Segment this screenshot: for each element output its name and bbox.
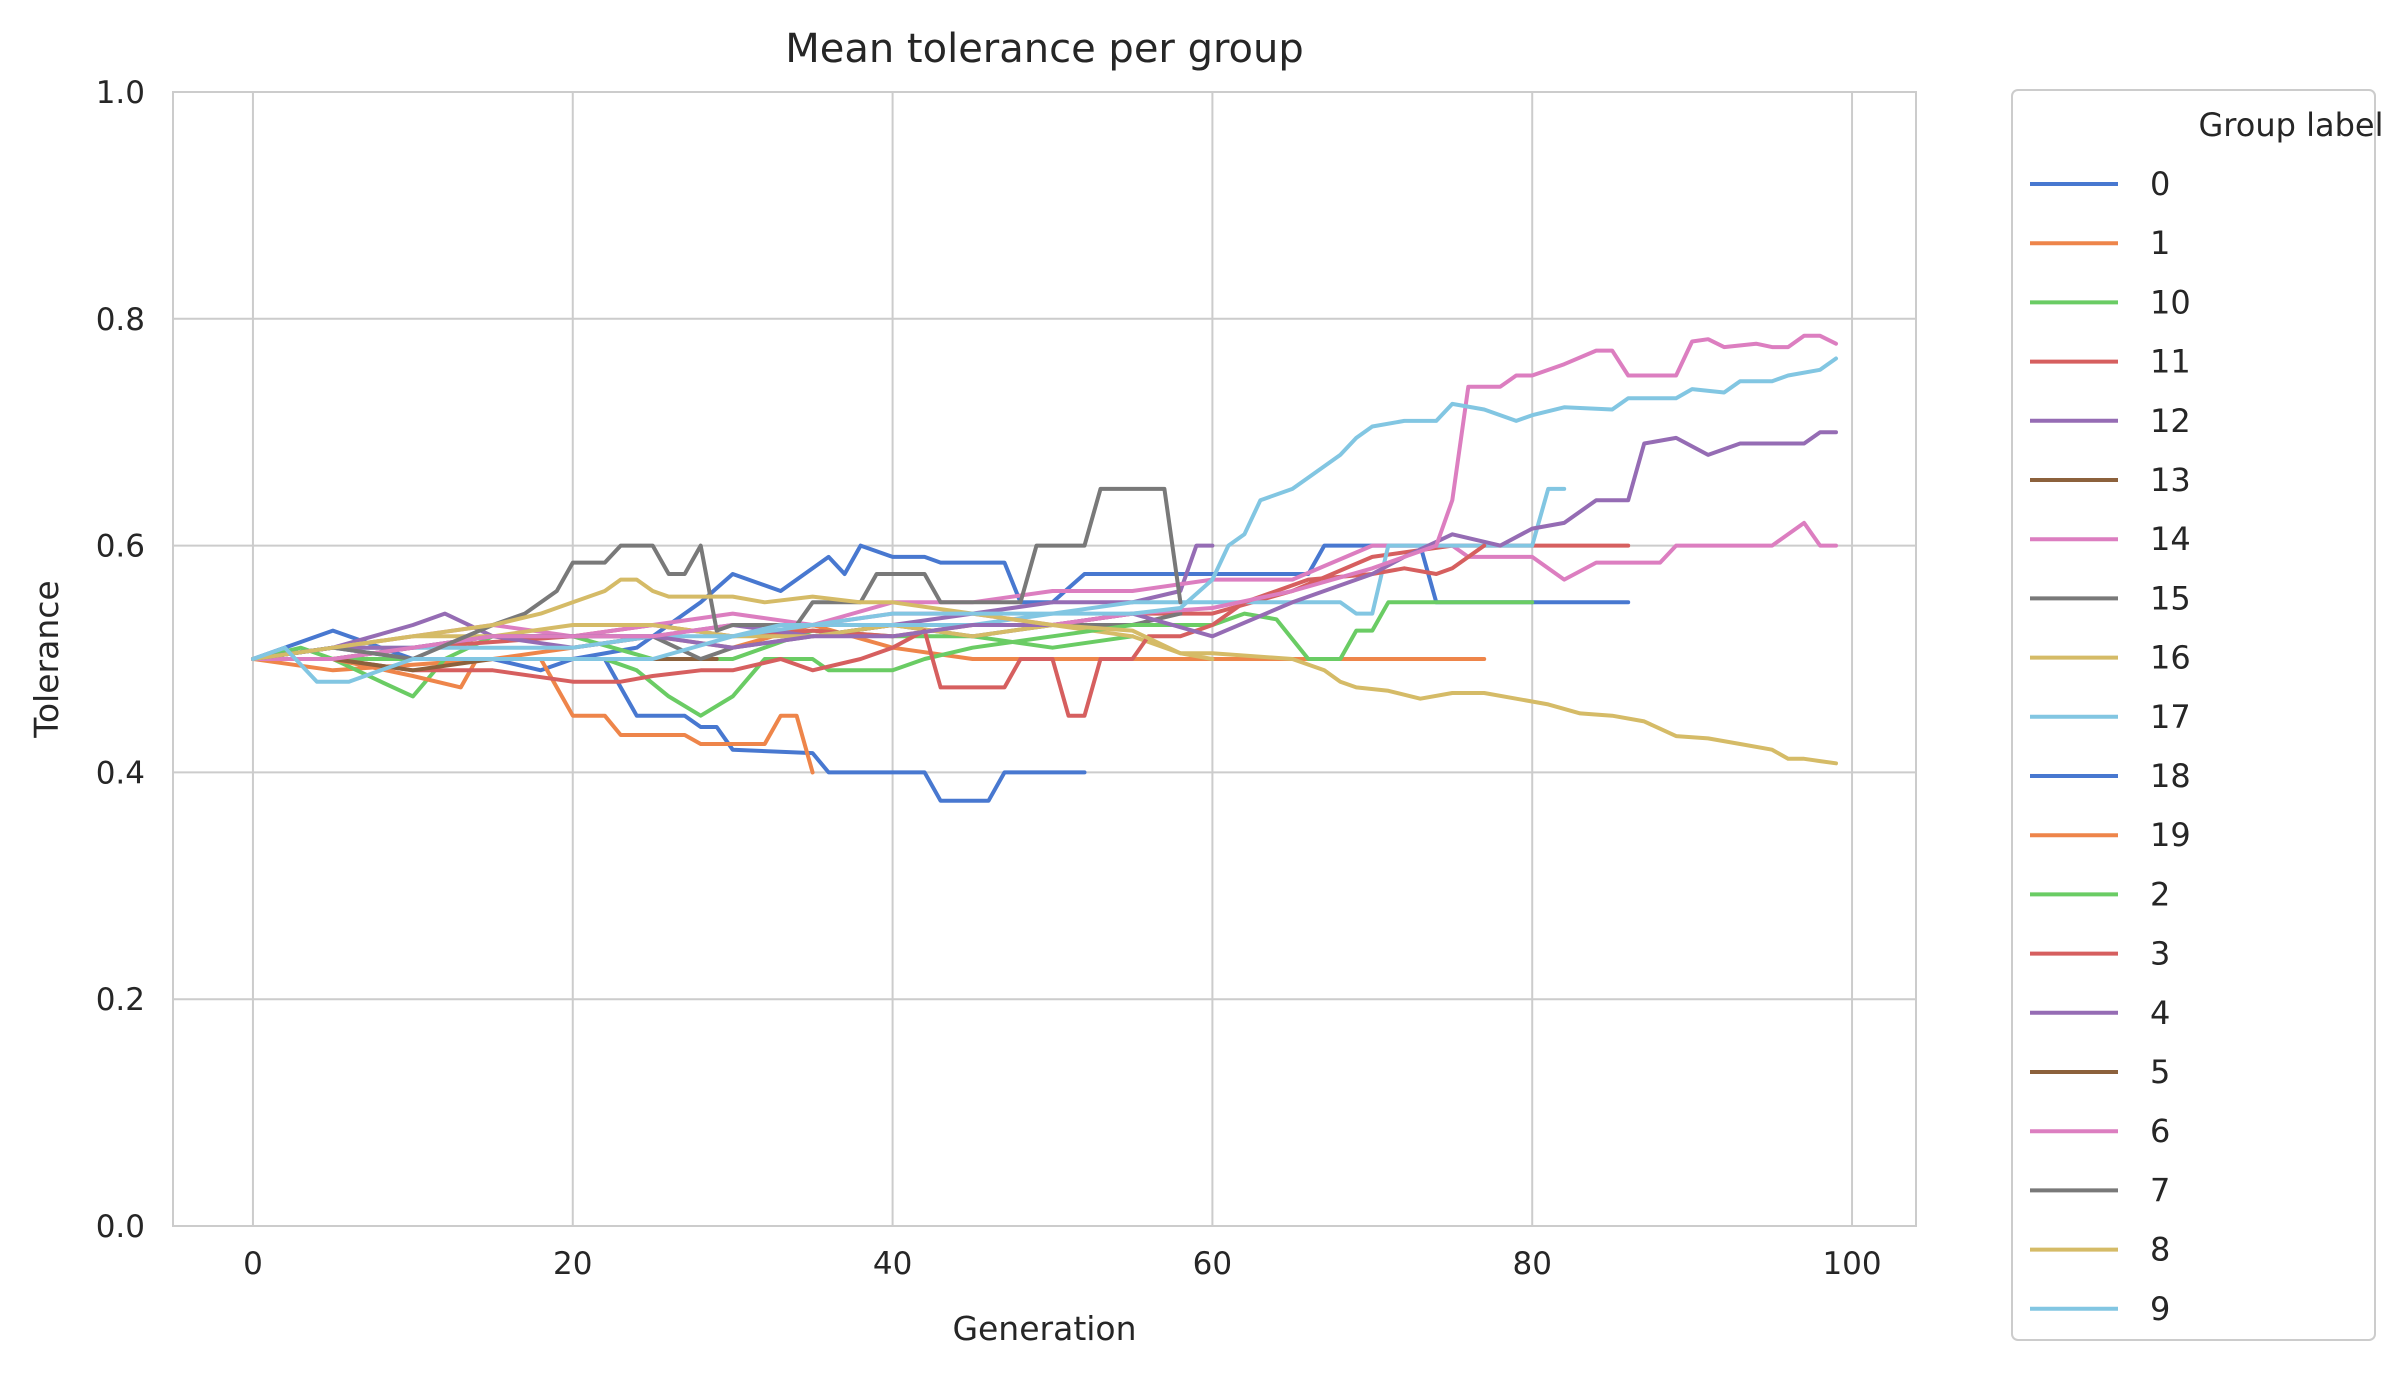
chart-title: Mean tolerance per group — [785, 26, 1304, 72]
series-line-6 — [251, 333, 1838, 661]
legend-box — [2011, 89, 2376, 1341]
x-tick-label: 0 — [243, 1246, 263, 1282]
legend-label-0: 0 — [2150, 165, 2170, 203]
x-tick-label: 20 — [553, 1246, 592, 1282]
legend-label-15: 15 — [2150, 579, 2191, 617]
series-line-14 — [251, 520, 1838, 661]
legend-label-1: 1 — [2150, 224, 2170, 262]
legend: Group label 0 1 10 11 12 13 14 15 16 17 18 19 2 3 4 5 6 7… — [2011, 89, 2384, 1341]
series-line-7 — [251, 486, 1183, 661]
y-tick-label: 0.0 — [96, 1209, 145, 1245]
y-tick-label: 0.8 — [96, 302, 145, 338]
series-line-3 — [251, 543, 1487, 718]
legend-label-18: 18 — [2150, 757, 2191, 795]
y-tick-label: 0.2 — [96, 982, 145, 1018]
series-line-17 — [251, 486, 1567, 661]
legend-label-19: 19 — [2150, 816, 2191, 854]
legend-label-5: 5 — [2150, 1053, 2170, 1091]
legend-label-9: 9 — [2150, 1290, 2170, 1328]
series-line-19 — [251, 657, 815, 775]
y-tick-label: 0.4 — [96, 755, 145, 791]
x-axis-ticks: 0 20 40 60 80 100 — [243, 1246, 1882, 1282]
legend-entries: 0 1 10 11 12 13 14 15 16 17 18 19 2 3 4 5 6 7 8 9 — [2030, 165, 2191, 1328]
series-lines — [251, 333, 1838, 803]
legend-label-10: 10 — [2150, 283, 2191, 321]
legend-label-3: 3 — [2150, 935, 2170, 973]
legend-label-8: 8 — [2150, 1231, 2170, 1269]
series-line-9 — [251, 356, 1838, 684]
legend-label-13: 13 — [2150, 461, 2191, 499]
x-tick-label: 40 — [873, 1246, 912, 1282]
y-tick-label: 1.0 — [96, 75, 145, 111]
y-tick-label: 0.6 — [96, 529, 145, 565]
series-line-12 — [251, 543, 1215, 661]
series-line-0 — [251, 543, 1631, 661]
legend-label-11: 11 — [2150, 343, 2191, 381]
y-axis-title: Tolerance — [27, 580, 66, 738]
legend-label-6: 6 — [2150, 1112, 2170, 1150]
legend-label-2: 2 — [2150, 875, 2170, 913]
legend-label-16: 16 — [2150, 639, 2191, 677]
x-tick-label: 60 — [1193, 1246, 1232, 1282]
legend-label-4: 4 — [2150, 994, 2170, 1032]
x-tick-label: 100 — [1822, 1246, 1881, 1282]
x-tick-label: 80 — [1512, 1246, 1551, 1282]
legend-label-7: 7 — [2150, 1171, 2170, 1209]
legend-title: Group label — [2199, 106, 2384, 144]
series-line-8 — [251, 577, 1838, 766]
x-axis-title: Generation — [952, 1309, 1136, 1348]
legend-label-17: 17 — [2150, 698, 2191, 736]
y-axis-ticks: 0.0 0.2 0.4 0.6 0.8 1.0 — [96, 75, 145, 1245]
legend-label-14: 14 — [2150, 520, 2191, 558]
legend-label-12: 12 — [2150, 402, 2191, 440]
plot-area-frame — [172, 91, 1917, 1227]
